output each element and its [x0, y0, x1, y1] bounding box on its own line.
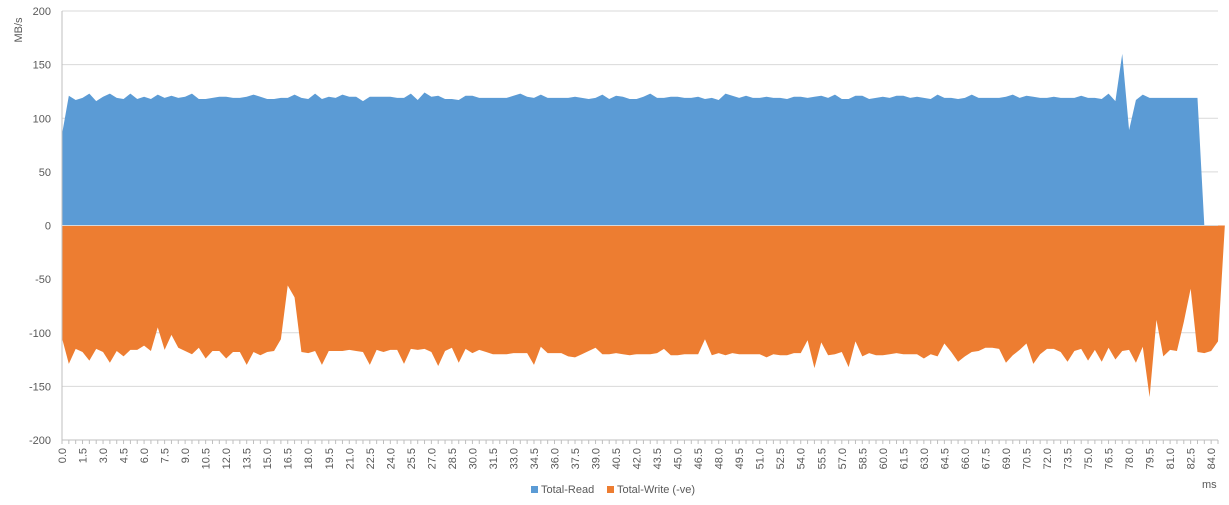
x-tick-label: 37.5 — [570, 448, 582, 469]
y-tick-label: 0 — [45, 221, 51, 233]
y-tick-label: 50 — [39, 167, 51, 179]
x-tick-label: 64.5 — [939, 448, 951, 469]
x-tick-label: 82.5 — [1186, 448, 1198, 469]
x-tick-label: 15.0 — [262, 448, 274, 469]
x-tick-label: 33.0 — [508, 448, 520, 469]
series-area-total-read — [62, 53, 1205, 226]
y-axis-title: MB/s — [13, 17, 25, 43]
x-tick-label: 58.5 — [857, 448, 869, 469]
x-axis-title: ms — [1202, 479, 1217, 491]
x-tick-label: 45.0 — [673, 448, 685, 469]
x-tick-label: 70.5 — [1021, 448, 1033, 469]
x-axis-ticks: 0.0 1.5 3.0 4.5 6.0 7.5 9.0 10.5 12.0 13.5 15.0 16.… — [57, 440, 1219, 469]
y-tick-label: 100 — [33, 113, 51, 125]
x-tick-label: 28.5 — [447, 448, 459, 469]
x-tick-label: 36.0 — [549, 448, 561, 469]
x-tick-label: 51.0 — [755, 448, 767, 469]
y-tick-label: -150 — [29, 381, 51, 393]
plot-area — [62, 53, 1225, 398]
x-tick-label: 6.0 — [139, 448, 151, 463]
x-tick-label: 27.0 — [426, 448, 438, 469]
x-tick-label: 30.0 — [467, 448, 479, 469]
legend-label-write: Total-Write (-ve) — [617, 484, 695, 496]
x-tick-label: 3.0 — [98, 448, 110, 463]
x-tick-label: 49.5 — [734, 448, 746, 469]
x-tick-label: 60.0 — [878, 448, 890, 469]
x-tick-label: 48.0 — [714, 448, 726, 469]
y-tick-label: 200 — [33, 6, 51, 18]
x-tick-label: 39.0 — [591, 448, 603, 469]
x-tick-label: 10.5 — [201, 448, 213, 469]
x-tick-label: 73.5 — [1063, 448, 1075, 469]
x-tick-label: 4.5 — [119, 448, 131, 463]
x-tick-label: 69.0 — [1001, 448, 1013, 469]
y-tick-label: 150 — [33, 60, 51, 72]
x-tick-label: 21.0 — [344, 448, 356, 469]
x-tick-label: 31.5 — [488, 448, 500, 469]
x-tick-label: 79.5 — [1145, 448, 1157, 469]
x-tick-label: 42.0 — [632, 448, 644, 469]
x-tick-label: 63.0 — [919, 448, 931, 469]
x-tick-label: 13.5 — [242, 448, 254, 469]
x-tick-label: 34.5 — [529, 448, 541, 469]
x-tick-label: 52.5 — [775, 448, 787, 469]
x-tick-label: 12.0 — [221, 448, 233, 469]
legend-swatch-read — [531, 486, 538, 493]
x-tick-label: 9.0 — [180, 448, 192, 463]
x-tick-label: 46.5 — [693, 448, 705, 469]
axes — [61, 11, 1218, 441]
x-tick-label: 81.0 — [1165, 448, 1177, 469]
x-tick-label: 75.0 — [1083, 448, 1095, 469]
x-tick-label: 43.5 — [652, 448, 664, 469]
x-tick-label: 76.5 — [1104, 448, 1116, 469]
x-tick-label: 0.0 — [57, 448, 69, 463]
x-tick-label: 18.0 — [303, 448, 315, 469]
legend-swatch-write — [607, 486, 614, 493]
x-tick-label: 66.0 — [960, 448, 972, 469]
x-tick-label: 16.5 — [283, 448, 295, 469]
x-tick-label: 19.5 — [324, 448, 336, 469]
x-tick-label: 40.5 — [611, 448, 623, 469]
x-tick-label: 24.0 — [385, 448, 397, 469]
y-tick-label: -50 — [35, 274, 51, 286]
x-tick-label: 7.5 — [160, 448, 172, 463]
y-axis-ticks: 200 150 100 50 0 -50 -100 -150 -200 — [29, 6, 51, 447]
x-tick-label: 78.0 — [1124, 448, 1136, 469]
x-tick-label: 54.0 — [796, 448, 808, 469]
y-tick-label: -100 — [29, 328, 51, 340]
x-tick-label: 72.0 — [1042, 448, 1054, 469]
x-tick-label: 1.5 — [78, 448, 90, 463]
x-tick-label: 84.0 — [1206, 448, 1218, 469]
series-area-total-write — [62, 225, 1225, 398]
legend-label-read: Total-Read — [541, 484, 594, 496]
x-tick-label: 25.5 — [406, 448, 418, 469]
x-tick-label: 61.5 — [898, 448, 910, 469]
x-tick-label: 55.5 — [816, 448, 828, 469]
x-tick-label: 22.5 — [365, 448, 377, 469]
y-tick-label: -200 — [29, 435, 51, 447]
x-tick-label: 57.0 — [837, 448, 849, 469]
x-tick-label: 67.5 — [980, 448, 992, 469]
legend: Total-Read Total-Write (-ve) — [531, 484, 695, 496]
